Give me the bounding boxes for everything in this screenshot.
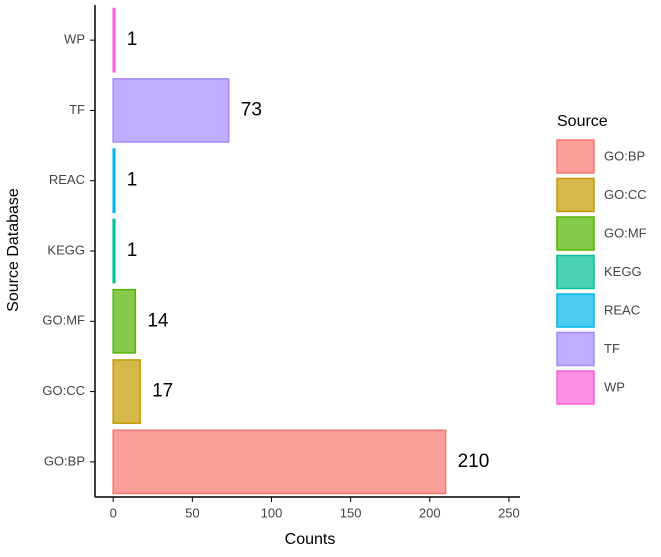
bar [112, 7, 116, 73]
bar [112, 78, 230, 143]
y-tick-label: GO:BP [44, 453, 85, 468]
legend-key [556, 331, 595, 367]
y-tick-label: GO:MF [42, 313, 85, 328]
y-tick-label: KEGG [47, 242, 85, 257]
value-label: 1 [127, 170, 138, 191]
value-label: 1 [127, 240, 138, 261]
legend-title: Source [557, 113, 608, 130]
x-tick-label: 50 [185, 505, 199, 520]
y-tick-label: GO:CC [42, 383, 85, 398]
legend-key [556, 254, 595, 290]
legend-label: GO:CC [604, 187, 647, 202]
y-axis-title: Source Database [5, 188, 22, 312]
value-label: 14 [147, 310, 169, 331]
legend-label: GO:BP [604, 148, 645, 163]
legend-key [556, 216, 595, 251]
legend-label: TF [604, 341, 620, 356]
x-tick-label: 150 [340, 505, 362, 520]
x-axis-title: Counts [285, 531, 336, 548]
y-tick-label: WP [64, 32, 85, 47]
value-label: 1 [127, 29, 138, 50]
legend-label: GO:MF [604, 225, 647, 240]
x-tick-label: 100 [261, 505, 283, 520]
legend-key [556, 177, 595, 213]
y-tick-label: TF [69, 102, 85, 117]
value-label: 73 [241, 99, 262, 120]
bar [112, 218, 116, 284]
y-tick-label: REAC [49, 172, 85, 187]
bar [112, 429, 447, 495]
legend-label: KEGG [604, 264, 642, 279]
legend-key [556, 293, 595, 328]
x-tick-label: 0 [110, 505, 117, 520]
value-label: 210 [458, 451, 490, 472]
legend-key [556, 139, 595, 174]
x-tick-label: 250 [498, 505, 520, 520]
bar [112, 288, 137, 354]
bar [112, 148, 116, 214]
legend-key [556, 370, 595, 405]
legend-label: REAC [604, 302, 640, 317]
bar [112, 359, 141, 424]
legend-label: WP [604, 379, 625, 394]
x-tick-label: 200 [419, 505, 441, 520]
value-label: 17 [152, 381, 173, 402]
